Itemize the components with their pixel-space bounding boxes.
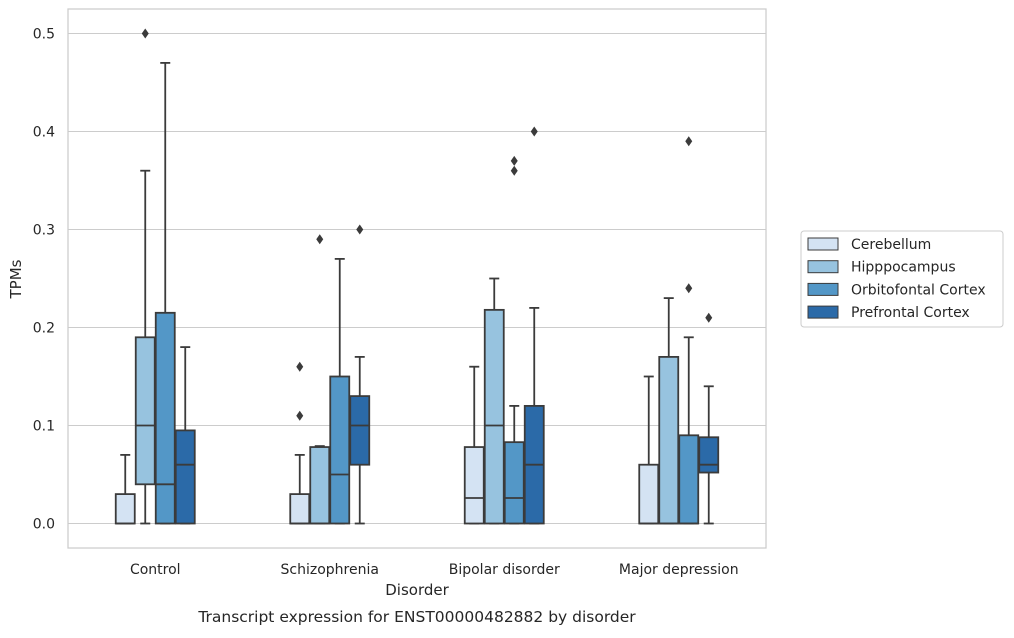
x-tick-label: Schizophrenia — [281, 562, 379, 578]
x-tick-label: Bipolar disorder — [449, 562, 560, 578]
outlier-point — [685, 136, 693, 147]
outlier-point — [705, 312, 713, 323]
legend-label: Orbitofontal Cortex — [851, 282, 986, 298]
box-iqr — [309, 446, 331, 525]
box-iqr — [114, 493, 136, 525]
legend-item: Cerebellum — [807, 237, 931, 253]
box-iqr — [698, 436, 720, 474]
box-orbitofontal-cortex-schizophrenia — [329, 257, 351, 525]
y-axis-label: TPMs — [7, 259, 25, 299]
y-axis-ticks: 0.0 0.1 0.2 0.3 0.4 0.5 — [33, 27, 55, 533]
legend-swatch — [807, 237, 839, 251]
outlier-point — [510, 165, 518, 176]
y-tick-label: 0.1 — [33, 419, 55, 435]
box-iqr — [349, 395, 371, 466]
outlier-point — [296, 361, 304, 372]
legend-swatch — [807, 260, 839, 274]
box-iqr — [463, 446, 485, 525]
x-tick-label: Major depression — [619, 562, 739, 578]
outlier-point — [356, 224, 364, 235]
outlier-point — [296, 410, 304, 421]
outlier-point — [530, 126, 538, 137]
x-tick-label: Control — [130, 562, 181, 578]
x-axis-label: Disorder — [385, 581, 449, 599]
legend-label: Cerebellum — [851, 237, 931, 253]
box-iqr — [174, 429, 196, 525]
legend-item: Orbitofontal Cortex — [807, 282, 986, 298]
outlier-point — [141, 28, 149, 39]
box-hipppocampus-bipolar-disorder — [483, 277, 505, 525]
box-orbitofontal-cortex-major-depression — [678, 136, 700, 525]
box-iqr — [289, 493, 311, 525]
outlier-point — [510, 155, 518, 166]
box-prefrontal-cortex-control — [174, 346, 196, 525]
legend-frame — [800, 230, 1004, 328]
y-tick-label: 0.3 — [33, 223, 55, 239]
legend-item: Prefrontal Cortex — [807, 305, 970, 321]
box-cerebellum-bipolar-disorder — [463, 365, 485, 525]
legend-swatch — [807, 282, 839, 296]
outlier-point — [316, 234, 324, 245]
box-hipppocampus-control — [134, 28, 156, 525]
legend-label: Hipppocampus — [851, 260, 956, 276]
legend-swatch — [807, 305, 839, 319]
box-iqr — [678, 434, 700, 525]
box-iqr — [483, 308, 505, 525]
box-iqr — [638, 463, 660, 525]
box-iqr — [658, 355, 680, 525]
legend-label: Prefrontal Cortex — [851, 305, 970, 321]
y-tick-label: 0.4 — [33, 125, 55, 141]
box-iqr — [329, 375, 351, 525]
box-iqr — [503, 441, 525, 525]
box-series — [114, 28, 720, 525]
box-orbitofontal-cortex-bipolar-disorder — [503, 155, 525, 525]
box-hipppocampus-schizophrenia — [309, 234, 331, 525]
box-prefrontal-cortex-bipolar-disorder — [523, 126, 545, 525]
box-iqr — [154, 311, 176, 525]
y-tick-label: 0.2 — [33, 321, 55, 337]
legend-item: Hipppocampus — [807, 260, 956, 276]
box-prefrontal-cortex-schizophrenia — [349, 224, 371, 525]
legend-items: Cerebellum Hipppocampus Orbitofontal Corte… — [807, 237, 986, 321]
legend: Cerebellum Hipppocampus Orbitofontal Corte… — [800, 230, 1004, 328]
box-prefrontal-cortex-major-depression — [698, 312, 720, 525]
plot-area-frame — [67, 8, 767, 549]
box-cerebellum-control — [114, 453, 136, 525]
box-cerebellum-schizophrenia — [289, 361, 311, 525]
y-tick-label: 0.5 — [33, 27, 55, 43]
outlier-point — [685, 283, 693, 294]
x-axis-ticks: Control Schizophrenia Bipolar disorder Majo… — [130, 562, 739, 578]
box-hipppocampus-major-depression — [658, 297, 680, 525]
figure-caption: Transcript expression for ENST0000048288… — [197, 608, 636, 626]
box-iqr — [134, 336, 156, 486]
box-cerebellum-major-depression — [638, 375, 660, 525]
box-orbitofontal-cortex-control — [154, 62, 176, 525]
y-tick-label: 0.0 — [33, 517, 55, 533]
